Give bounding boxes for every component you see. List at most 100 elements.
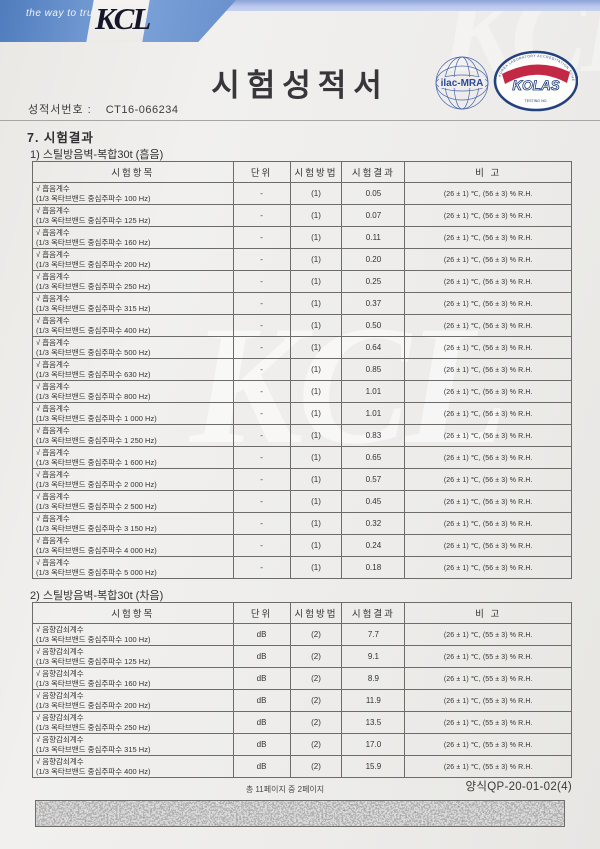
unit-cell: - (232, 204, 291, 227)
unit-cell: - (232, 270, 291, 293)
result-cell: 0.85 (341, 358, 406, 381)
table-row: √ 흡음계수 (1/3 옥타브밴드 중심주파수 800 Hz) - (1) 1.01 (2… (32, 380, 572, 403)
method-cell: (2) (289, 733, 343, 756)
report-number-label: 성적서번호 : (28, 104, 92, 116)
column-header: 시험결과 (341, 161, 406, 183)
test-item-cell: √ 흡음계수 (1/3 옥타브밴드 중심주파수 250 Hz) (32, 270, 234, 293)
method-cell: (1) (289, 490, 343, 513)
table1-caption: 1) 스틸방음벽-복합30t (흡음) (30, 149, 164, 161)
result-cell: 0.37 (341, 292, 406, 315)
test-item-cell: √ 흡음계수 (1/3 옥타브밴드 중심주파수 5 000 Hz) (32, 556, 234, 579)
method-cell: (2) (289, 645, 343, 668)
report-number-row: 성적서번호 : CT16-066234 (28, 101, 179, 117)
unit-cell: - (232, 182, 291, 205)
table-row: √ 흡음계수 (1/3 옥타브밴드 중심주파수 2 000 Hz) - (1) 0.57… (32, 468, 572, 491)
column-header: 시험항목 (32, 161, 234, 183)
method-cell: (1) (289, 446, 343, 469)
result-cell: 0.20 (341, 248, 406, 271)
test-item-cell: √ 음향감쇠계수 (1/3 옥타브밴드 중심주파수 315 Hz) (32, 733, 234, 756)
result-cell: 1.01 (341, 380, 406, 403)
table-row: √ 흡음계수 (1/3 옥타브밴드 중심주파수 125 Hz) - (1) 0.07 (2… (32, 204, 572, 227)
unit-cell: - (232, 314, 291, 337)
result-cell: 9.1 (341, 645, 406, 668)
remark-cell: (26 ± 1) ℃, (56 ± 3) % R.H. (404, 358, 572, 381)
form-number: 양식QP-20-01-02(4) (465, 781, 572, 793)
test-item-cell: √ 흡음계수 (1/3 옥타브밴드 중심주파수 2 500 Hz) (32, 490, 234, 513)
unit-cell: - (232, 534, 291, 557)
test-item-cell: √ 흡음계수 (1/3 옥타브밴드 중심주파수 200 Hz) (32, 248, 234, 271)
result-cell: 17.0 (341, 733, 406, 756)
test-item-cell: √ 흡음계수 (1/3 옥타브밴드 중심주파수 100 Hz) (32, 182, 234, 205)
result-cell: 0.11 (341, 226, 406, 249)
absorption-results-table: 시험항목 단위 시험방법 시험결과 비 고 √ 흡음계수 (1/3 옥타브밴드 중심주파수… (32, 161, 572, 579)
unit-cell: - (232, 380, 291, 403)
banner-blue-strip (0, 0, 600, 11)
unit-cell: dB (232, 645, 291, 668)
header-divider (0, 120, 600, 121)
column-header: 비 고 (404, 602, 572, 624)
table-row: √ 흡음계수 (1/3 옥타브밴드 중심주파수 3 150 Hz) - (1) 0.32… (32, 512, 572, 535)
table-row: √ 흡음계수 (1/3 옥타브밴드 중심주파수 100 Hz) - (1) 0.05 (2… (32, 182, 572, 205)
test-item-cell: √ 음향감쇠계수 (1/3 옥타브밴드 중심주파수 125 Hz) (32, 645, 234, 668)
unit-cell: - (232, 446, 291, 469)
result-cell: 0.07 (341, 204, 406, 227)
test-item-cell: √ 음향감쇠계수 (1/3 옥타브밴드 중심주파수 160 Hz) (32, 667, 234, 690)
unit-cell: - (232, 424, 291, 447)
page-count-text: 총 11페이지 중 2페이지 (245, 785, 325, 794)
remark-cell: (26 ± 1) ℃, (56 ± 3) % R.H. (404, 226, 572, 249)
table-row: √ 음향감쇠계수 (1/3 옥타브밴드 중심주파수 315 Hz) dB (2) 17.… (32, 733, 572, 756)
test-item-cell: √ 음향감쇠계수 (1/3 옥타브밴드 중심주파수 250 Hz) (32, 711, 234, 734)
test-item-cell: √ 흡음계수 (1/3 옥타브밴드 중심주파수 1 000 Hz) (32, 402, 234, 425)
result-cell: 1.01 (341, 402, 406, 425)
kcl-header-banner: the way to trust KCL (0, 0, 600, 42)
remark-cell: (26 ± 1) ℃, (55 ± 3) % R.H. (404, 755, 572, 778)
unit-cell: dB (232, 623, 291, 646)
column-header: 시험결과 (341, 602, 406, 624)
method-cell: (1) (289, 402, 343, 425)
method-cell: (1) (289, 358, 343, 381)
remark-cell: (26 ± 1) ℃, (55 ± 3) % R.H. (404, 645, 572, 668)
result-cell: 0.83 (341, 424, 406, 447)
ilac-label-bg (439, 77, 485, 88)
table-row: √ 흡음계수 (1/3 옥타브밴드 중심주파수 5 000 Hz) - (1) 0.18… (32, 556, 572, 579)
remark-cell: (26 ± 1) ℃, (56 ± 3) % R.H. (404, 490, 572, 513)
badges-svg: ilac-MRA KOREA LABORATORY ACCREDITATION … (430, 47, 579, 112)
unit-cell: - (232, 248, 291, 271)
remark-cell: (26 ± 1) ℃, (56 ± 3) % R.H. (404, 182, 572, 205)
column-header: 시험방법 (289, 161, 343, 183)
test-item-cell: √ 흡음계수 (1/3 옥타브밴드 중심주파수 1 600 Hz) (32, 446, 234, 469)
table-row: √ 흡음계수 (1/3 옥타브밴드 중심주파수 630 Hz) - (1) 0.85 (2… (32, 358, 572, 381)
table-row: √ 흡음계수 (1/3 옥타브밴드 중심주파수 160 Hz) - (1) 0.11 (2… (32, 226, 572, 249)
method-cell: (1) (289, 270, 343, 293)
page-title: 시험성적서 (211, 68, 389, 103)
remark-cell: (26 ± 1) ℃, (56 ± 3) % R.H. (404, 204, 572, 227)
test-item-cell: √ 음향감쇠계수 (1/3 옥타브밴드 중심주파수 100 Hz) (32, 623, 234, 646)
remark-cell: (26 ± 1) ℃, (56 ± 3) % R.H. (404, 468, 572, 491)
unit-cell: - (232, 468, 291, 491)
test-item-cell: √ 흡음계수 (1/3 옥타브밴드 중심주파수 630 Hz) (32, 358, 234, 381)
table2-caption: 2) 스틸방음벽-복합30t (차음) (30, 590, 164, 602)
test-item-cell: √ 흡음계수 (1/3 옥타브밴드 중심주파수 800 Hz) (32, 380, 234, 403)
method-cell: (1) (289, 336, 343, 359)
test-item-cell: √ 음향감쇠계수 (1/3 옥타브밴드 중심주파수 400 Hz) (32, 755, 234, 778)
method-cell: (2) (289, 755, 343, 778)
unit-cell: - (232, 402, 291, 425)
table-header-row: 시험항목 단위 시험방법 시험결과 비 고 (32, 161, 572, 183)
result-cell: 0.24 (341, 534, 406, 557)
method-cell: (1) (289, 556, 343, 579)
accreditation-badges: ilac-MRA KOREA LABORATORY ACCREDITATION … (430, 47, 579, 112)
method-cell: (2) (289, 711, 343, 734)
remark-cell: (26 ± 1) ℃, (56 ± 3) % R.H. (404, 314, 572, 337)
remark-cell: (26 ± 1) ℃, (56 ± 3) % R.H. (404, 336, 572, 359)
column-header: 비 고 (404, 161, 572, 183)
unit-cell: - (232, 490, 291, 513)
kolas-sub-label: TESTING NO. (525, 99, 548, 103)
remark-cell: (26 ± 1) ℃, (56 ± 3) % R.H. (404, 248, 572, 271)
test-item-cell: √ 흡음계수 (1/3 옥타브밴드 중심주파수 160 Hz) (32, 226, 234, 249)
unit-cell: - (232, 336, 291, 359)
result-cell: 13.5 (341, 711, 406, 734)
remark-cell: (26 ± 1) ℃, (55 ± 3) % R.H. (404, 623, 572, 646)
table-header-row: 시험항목 단위 시험방법 시험결과 비 고 (32, 602, 572, 624)
result-cell: 0.05 (341, 182, 406, 205)
result-cell: 0.50 (341, 314, 406, 337)
